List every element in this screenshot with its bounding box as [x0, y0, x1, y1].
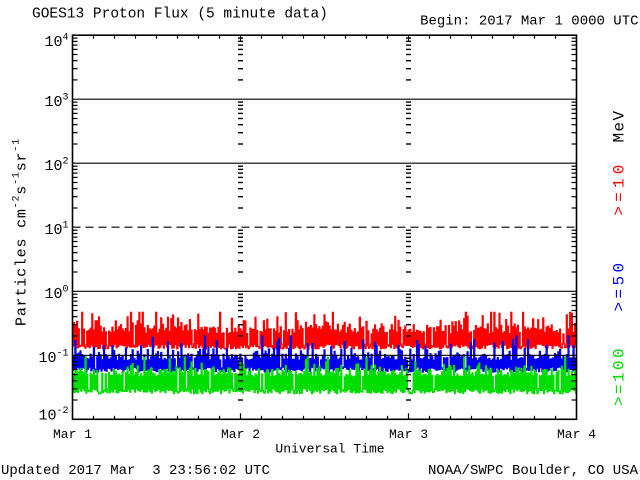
svg-text:Particles cm-2s-1sr-1: Particles cm-2s-1sr-1	[12, 138, 31, 326]
svg-text:>=100: >=100	[611, 346, 629, 406]
svg-text:Mar 3: Mar 3	[389, 427, 428, 442]
svg-text:Updated 2017 Mar 3 23:56:02 U: Updated 2017 Mar 3 23:56:02 UTC	[1, 463, 270, 479]
svg-text:Mar 4: Mar 4	[557, 427, 596, 442]
svg-text:Mar 2: Mar 2	[221, 427, 260, 442]
svg-text:NOAA/SWPC Boulder, CO USA: NOAA/SWPC Boulder, CO USA	[428, 463, 639, 479]
svg-text:Begin: 2017 Mar 1 0000 UTC: Begin: 2017 Mar 1 0000 UTC	[420, 14, 638, 30]
svg-text:Universal Time: Universal Time	[275, 442, 384, 457]
svg-text:GOES13 Proton Flux (5 minute d: GOES13 Proton Flux (5 minute data)	[32, 7, 328, 23]
svg-text:>=10: >=10	[611, 160, 629, 215]
svg-text:MeV: MeV	[611, 109, 629, 142]
svg-text:>=50: >=50	[611, 259, 629, 311]
svg-text:Mar 1: Mar 1	[53, 427, 92, 442]
